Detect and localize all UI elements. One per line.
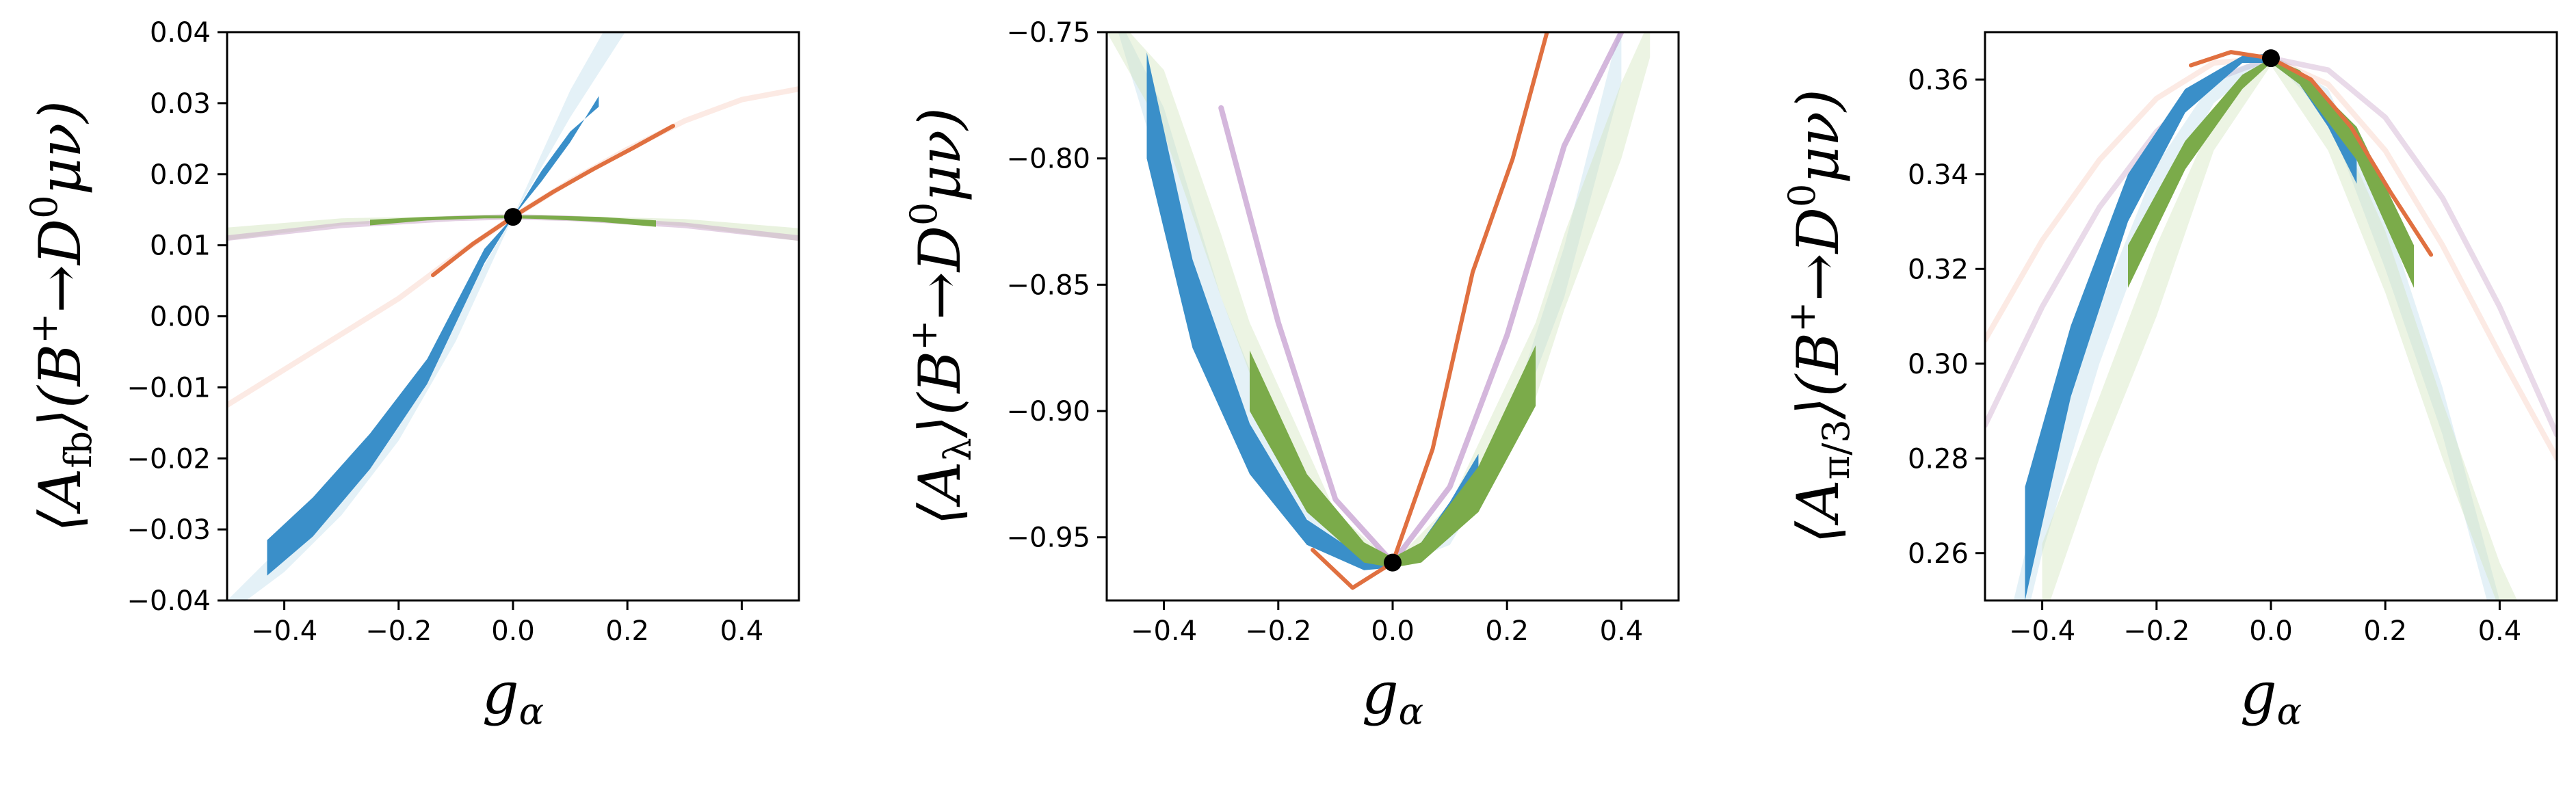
x-tick-label: −0.2	[2123, 616, 2190, 647]
plot-area	[1985, 50, 2557, 600]
chart-panel-middle: −0.4 −0.2 0.0 0.2 0.4 −0.95 −0.90 −0.85 −0.80 −0.…	[902, 17, 1680, 733]
series-band-blue-ext	[2013, 53, 2500, 600]
series-band-blue-ext	[1118, 32, 1622, 568]
x-tick-label: 0.0	[1371, 616, 1415, 647]
series-band-blue	[267, 96, 599, 576]
x-axis-label: gα	[482, 660, 544, 733]
y-tick-label: 0.26	[1908, 538, 1969, 570]
y-tick-label: −0.95	[1006, 522, 1090, 554]
y-axis-label: ⟨Aπ/3⟩(B+→D0μν)	[1780, 89, 1858, 544]
y-tick-label: −0.02	[127, 443, 211, 475]
x-tick-label: 0.2	[2363, 616, 2407, 647]
y-tick-label: −0.03	[127, 514, 211, 546]
series-band-green	[370, 215, 656, 227]
series-band-blue	[2025, 53, 2357, 600]
x-tick-label: 0.2	[1485, 616, 1529, 647]
x-tick-label: −0.4	[1131, 616, 1197, 647]
y-tick-label: −0.75	[1006, 17, 1090, 49]
series-band-green-ext	[1107, 32, 1651, 568]
x-tick-label: 0.4	[720, 616, 764, 647]
plot-area	[227, 32, 799, 600]
y-tick-label: −0.85	[1006, 269, 1090, 301]
y-tick-label: 0.04	[150, 17, 211, 49]
x-tick-label: −0.2	[1245, 616, 1311, 647]
y-tick-label: 0.36	[1908, 64, 1969, 96]
y-tick-label: 0.02	[150, 159, 211, 191]
reference-point	[504, 208, 522, 226]
y-axis-label: ⟨Afb⟩(B+→D0μν)	[23, 101, 100, 532]
reference-point	[1384, 553, 1402, 572]
y-tick-label: 0.34	[1908, 159, 1969, 191]
series-line-purple	[1218, 32, 1625, 566]
x-tick-label: −0.2	[365, 616, 432, 647]
x-tick-label: 0.0	[2249, 616, 2293, 647]
y-tick-label: 0.03	[150, 88, 211, 120]
x-tick-label: 0.4	[1600, 616, 1644, 647]
x-axis-label: gα	[2240, 660, 2302, 733]
y-tick-label: 0.28	[1908, 443, 1969, 475]
series-line-pink	[227, 86, 799, 408]
reference-point	[2262, 49, 2280, 68]
y-tick-label: −0.01	[127, 372, 211, 404]
series-line-orange	[1311, 32, 1549, 590]
y-tick-label: 0.01	[150, 230, 211, 262]
x-tick-label: 0.2	[605, 616, 649, 647]
x-axis-label: gα	[1362, 660, 1423, 733]
x-tick-label: −0.4	[251, 616, 317, 647]
chart-panel-left: −0.4 −0.2 0.0 0.2 0.4 −0.04 −0.03 −0.02 −0.01 0.0…	[23, 17, 800, 733]
y-tick-label: −0.04	[127, 585, 211, 617]
x-tick-label: 0.4	[2478, 616, 2522, 647]
y-tick-label: −0.90	[1006, 396, 1090, 427]
y-axis-label: ⟨Aλ⟩(B+→D0μν)	[902, 107, 980, 525]
series-band-blue-ext	[227, 32, 625, 600]
y-tick-label: −0.80	[1006, 144, 1090, 175]
series-line-orange	[2189, 50, 2434, 257]
x-tick-label: −0.4	[2009, 616, 2075, 647]
y-tick-label: 0.30	[1908, 349, 1969, 380]
series-band-green-ext	[2042, 55, 2518, 600]
chart-panel-right: −0.4 −0.2 0.0 0.2 0.4 0.26 0.28 0.30 0.32 0.34 0.3…	[1780, 31, 2558, 733]
y-tick-label: 0.00	[150, 302, 211, 333]
series-band-green	[1250, 345, 1536, 568]
x-tick-label: 0.0	[491, 616, 535, 647]
series-line-orange	[431, 124, 676, 278]
y-tick-label: 0.32	[1908, 254, 1969, 285]
plot-area	[1107, 32, 1651, 590]
